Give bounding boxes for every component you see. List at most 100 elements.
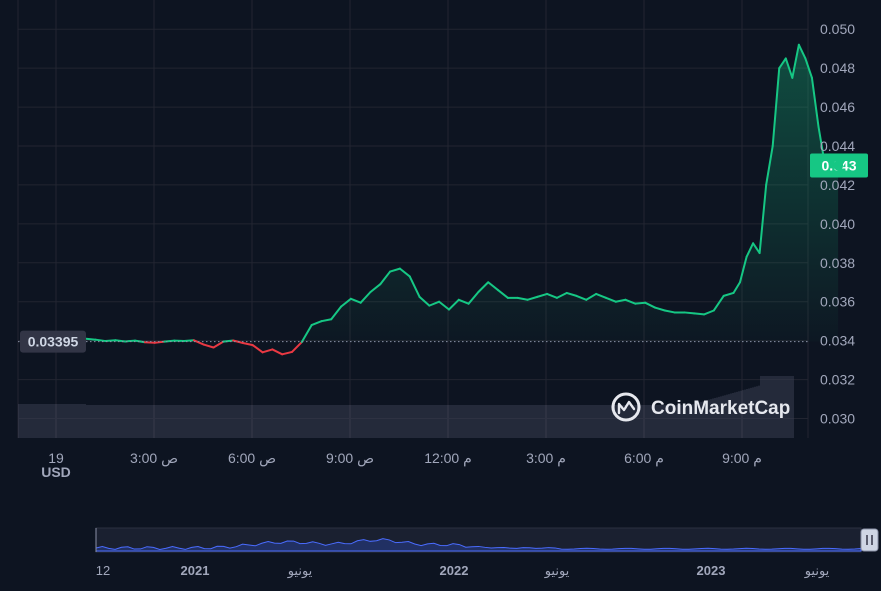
price-segment bbox=[271, 348, 284, 356]
price-segment bbox=[349, 297, 362, 304]
y-tick-label: 0.046 bbox=[820, 99, 855, 115]
x-tick-label: 6:00 ص bbox=[228, 450, 276, 467]
price-segment bbox=[771, 67, 781, 147]
price-segment bbox=[310, 320, 323, 327]
price-segment bbox=[251, 344, 264, 354]
reference-value-label: 0.03395 bbox=[28, 334, 79, 350]
price-segment bbox=[536, 292, 549, 298]
price-area-fill bbox=[86, 44, 839, 342]
price-segment bbox=[516, 296, 529, 301]
price-area bbox=[86, 44, 839, 342]
price-segment bbox=[300, 324, 313, 344]
range-navigator[interactable] bbox=[95, 527, 862, 553]
navigator-label: 2021 bbox=[181, 563, 210, 578]
y-tick-label: 0.044 bbox=[820, 138, 855, 154]
current-price-dot bbox=[833, 160, 844, 171]
navigator-label: يونيو bbox=[804, 563, 830, 579]
price-segment bbox=[604, 296, 617, 303]
price-segment bbox=[241, 342, 254, 347]
price-segment bbox=[765, 145, 774, 186]
price-segment bbox=[202, 343, 215, 349]
price-segment bbox=[467, 291, 480, 305]
price-segment bbox=[739, 255, 748, 284]
price-segment bbox=[778, 57, 787, 70]
price-segment bbox=[261, 348, 274, 354]
price-segment bbox=[418, 295, 431, 307]
price-segment bbox=[114, 339, 127, 343]
price-segment bbox=[555, 291, 568, 299]
y-tick-label: 0.030 bbox=[820, 411, 855, 427]
currency-label: USD bbox=[41, 464, 71, 480]
price-segment bbox=[526, 295, 539, 301]
price-segment bbox=[595, 292, 607, 299]
price-segment bbox=[359, 291, 372, 304]
price-segment bbox=[575, 294, 588, 301]
price-segment bbox=[784, 57, 794, 79]
price-segment bbox=[447, 298, 460, 311]
price-segment bbox=[693, 312, 706, 316]
price-segment bbox=[85, 337, 97, 341]
x-tick-label: 6:00 م bbox=[624, 450, 664, 467]
price-segment bbox=[712, 294, 725, 312]
price-segment bbox=[222, 339, 235, 343]
price-segment bbox=[369, 283, 382, 293]
x-tick-label: 3:00 ص bbox=[130, 450, 178, 467]
price-segment bbox=[634, 301, 647, 305]
price-segment bbox=[379, 270, 392, 286]
price-segment bbox=[340, 297, 352, 308]
price-segment bbox=[477, 281, 490, 293]
price-segment bbox=[797, 43, 807, 60]
navigator-handle[interactable] bbox=[860, 528, 879, 552]
navigator-label: 12 bbox=[96, 563, 110, 578]
price-segment bbox=[487, 281, 500, 292]
x-tick-label: 9:00 م bbox=[722, 450, 762, 467]
price-segment bbox=[163, 339, 176, 343]
reference-badge: 0.03395 bbox=[20, 330, 86, 353]
price-segment bbox=[143, 341, 156, 344]
navigator-label: يونيو bbox=[544, 563, 570, 579]
y-tick-label: 0.048 bbox=[820, 60, 855, 76]
price-segment bbox=[624, 298, 637, 305]
x-tick-label: 9:00 ص bbox=[326, 450, 374, 467]
price-segment bbox=[104, 339, 117, 343]
chart-grid bbox=[17, 0, 809, 438]
price-segment bbox=[644, 301, 656, 309]
price-segment bbox=[546, 292, 558, 299]
price-segment bbox=[428, 300, 441, 307]
navigator-axis: 12 2021 يونيو 2022 يونيو 2023 يونيو bbox=[96, 563, 830, 579]
price-segment bbox=[497, 289, 509, 299]
y-tick-label: 0.038 bbox=[820, 255, 855, 271]
y-tick-label: 0.032 bbox=[820, 372, 855, 388]
x-tick-label: 3:00 م bbox=[526, 450, 566, 467]
price-segment bbox=[192, 339, 205, 346]
price-segment bbox=[565, 291, 578, 297]
price-segment bbox=[585, 292, 598, 301]
x-tick-label: 19 bbox=[48, 450, 64, 466]
navigator-label: 2023 bbox=[697, 563, 726, 578]
price-segment bbox=[389, 267, 401, 273]
pause-bars-icon bbox=[866, 535, 873, 545]
y-tick-label: 0.042 bbox=[820, 177, 855, 193]
price-segment bbox=[457, 298, 470, 305]
price-segment bbox=[703, 309, 715, 316]
price-segment bbox=[752, 242, 761, 255]
price-segment bbox=[330, 305, 343, 321]
price-segment bbox=[408, 275, 421, 298]
price-segment bbox=[663, 309, 676, 314]
x-tick-label: 12:00 م bbox=[424, 450, 472, 467]
y-axis: 0.030 0.032 0.034 0.036 0.038 0.040 0.042 0.044… bbox=[820, 21, 855, 426]
price-segment bbox=[683, 311, 696, 315]
y-tick-label: 0.036 bbox=[820, 294, 855, 310]
volume-bars bbox=[18, 376, 794, 438]
price-segment bbox=[758, 183, 768, 255]
price-segment bbox=[398, 267, 411, 278]
price-segment bbox=[183, 339, 195, 343]
navigator-label: 2022 bbox=[440, 563, 469, 578]
price-segment bbox=[212, 340, 225, 349]
price-segment bbox=[94, 338, 107, 343]
y-tick-label: 0.050 bbox=[820, 21, 855, 37]
price-segment bbox=[732, 281, 741, 294]
navigator-label: يونيو bbox=[287, 563, 313, 579]
